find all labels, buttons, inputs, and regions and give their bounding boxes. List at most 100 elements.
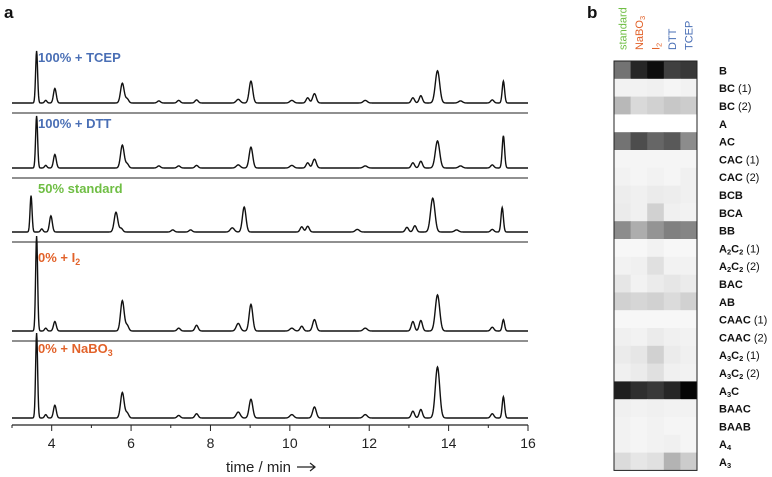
label-part: B [719, 65, 727, 77]
heatmap-cell [663, 78, 681, 97]
heatmap-cell [647, 185, 665, 204]
heatmap-row-label: BCA [719, 208, 743, 220]
heatmap-cell [680, 363, 698, 382]
heatmap-cell [663, 239, 681, 258]
label-part: 2 [75, 257, 80, 267]
heatmap-cell [680, 185, 698, 204]
heatmap-cell [630, 399, 648, 418]
heatmap-cell [630, 96, 648, 115]
heatmap-cell [630, 363, 648, 382]
heatmap-cell [663, 167, 681, 186]
heatmap-row-label: BAAB [719, 421, 751, 433]
heatmap-cell [630, 78, 648, 97]
label-part: 100% + DTT [38, 116, 111, 131]
label-part: C [731, 350, 739, 362]
chromatogram-trace [12, 235, 528, 332]
label-part: A [719, 457, 727, 469]
heatmap-cell [630, 417, 648, 436]
heatmap-cell [630, 114, 648, 133]
heatmap-cell [630, 310, 648, 329]
label-part: 50% standard [38, 181, 123, 196]
heatmap-cell [647, 328, 665, 347]
heatmap-cell [663, 114, 681, 133]
heatmap-cell [663, 221, 681, 240]
trace-label: 0% + NaBO3 [38, 341, 113, 358]
heatmap-cell [614, 203, 631, 222]
label-part: A [719, 350, 727, 362]
heatmap-cell [663, 61, 681, 80]
label-part: 2 [727, 247, 731, 256]
heatmap-cell [647, 310, 665, 329]
heatmap-cell [680, 434, 698, 453]
chromatogram-trace [12, 195, 528, 233]
heatmap-cell [630, 221, 648, 240]
heatmap-cell [647, 150, 665, 169]
heatmap-cell [680, 399, 698, 418]
label-part: 2 [739, 372, 743, 381]
trace-label: 100% + DTT [38, 116, 111, 131]
heatmap-cell [663, 274, 681, 293]
label-part: (2) [743, 261, 760, 273]
heatmap-cell [680, 256, 698, 275]
heatmap-row-label: A2C2 (2) [719, 261, 760, 274]
heatmap-cell [614, 185, 631, 204]
heatmap-row-label: BC (2) [719, 101, 751, 113]
trace-label: 100% + TCEP [38, 50, 121, 65]
label-part: CAAC [719, 315, 751, 327]
heatmap-cell [647, 239, 665, 258]
heatmap-cell [614, 221, 631, 240]
heatmap-cell [647, 256, 665, 275]
heatmap-cell [614, 167, 631, 186]
label-part: BCB [719, 190, 743, 202]
label-part: AC [719, 137, 735, 149]
heatmap-row-label: BCB [719, 190, 743, 202]
heatmap-cell [680, 417, 698, 436]
heatmap-cell [680, 150, 698, 169]
heatmap-column-label: I2 [651, 43, 664, 50]
heatmap-cell [614, 114, 631, 133]
label-part: A [719, 386, 727, 398]
chromatogram-trace [12, 332, 528, 419]
heatmap-cell [630, 345, 648, 364]
heatmap-cell [680, 203, 698, 222]
heatmap-cell [630, 274, 648, 293]
chromatogram-panel: 100% + TCEP 100% + DTT 50% standard 0% + I2… [11, 50, 536, 476]
heatmap-cell [630, 381, 648, 400]
label-part: CAC [719, 154, 743, 166]
heatmap-cell [614, 132, 631, 151]
label-part: C [731, 261, 739, 273]
heatmap-cell [647, 363, 665, 382]
heatmap-cell [663, 150, 681, 169]
heatmap-cell [680, 167, 698, 186]
trace-label: 0% + I2 [38, 250, 80, 267]
x-tick-label: 10 [282, 435, 298, 451]
label-part: (2) [743, 368, 760, 380]
heatmap-cell [614, 310, 631, 329]
heatmap-cell [630, 328, 648, 347]
heatmap-cell [614, 78, 631, 97]
heatmap-cell [680, 239, 698, 258]
trace-label: 50% standard [38, 181, 123, 196]
heatmap-column-label: standard [617, 7, 629, 50]
heatmap-row-label: CAC (1) [719, 154, 759, 166]
heatmap-cell [614, 96, 631, 115]
x-tick-label: 4 [48, 435, 56, 451]
x-tick-label: 16 [520, 435, 536, 451]
heatmap-cell [614, 452, 631, 471]
x-tick-label: 8 [207, 435, 215, 451]
heatmap-row-label: A3 [719, 457, 731, 470]
heatmap-cell [614, 292, 631, 311]
label-part: CAC [719, 172, 743, 184]
label-part: I [651, 47, 663, 50]
heatmap-cell [630, 292, 648, 311]
heatmap-cell [647, 61, 665, 80]
label-part: BB [719, 226, 735, 238]
heatmap-row-label: B [719, 65, 727, 77]
label-part: 2 [654, 43, 663, 47]
heatmap-cell [647, 114, 665, 133]
heatmap-cell [680, 221, 698, 240]
heatmap-cell [647, 78, 665, 97]
heatmap-cell [614, 345, 631, 364]
